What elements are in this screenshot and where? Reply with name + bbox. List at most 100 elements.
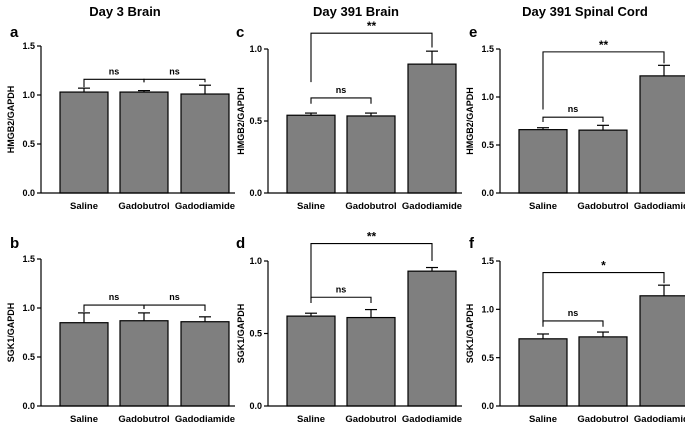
significance-label: ns bbox=[169, 292, 180, 302]
y-axis-label: HMGB2/GAPDH bbox=[465, 87, 475, 155]
y-tick-label: 1.5 bbox=[22, 41, 35, 51]
bar-saline bbox=[59, 91, 109, 194]
category-label: Gadobutrol bbox=[577, 414, 628, 424]
significance-label: ns bbox=[336, 85, 347, 95]
significance-bracket bbox=[143, 304, 206, 311]
y-tick-label: 1.0 bbox=[22, 90, 35, 100]
significance-bracket bbox=[542, 116, 604, 122]
significance-label: ns bbox=[336, 284, 347, 294]
category-label: Gadobutrol bbox=[118, 201, 169, 212]
bar-gadodiamide bbox=[180, 93, 230, 194]
bar-gadodiamide bbox=[180, 321, 230, 407]
y-tick-label: 0.0 bbox=[249, 401, 262, 411]
significance-bracket bbox=[310, 243, 433, 299]
y-axis-label: SGK1/GAPDH bbox=[465, 304, 475, 364]
panel-letter: a bbox=[10, 24, 19, 41]
y-axis-label: SGK1/GAPDH bbox=[6, 303, 16, 363]
bar-gadodiamide bbox=[639, 75, 685, 194]
bar-saline bbox=[518, 129, 568, 194]
category-label: Gadodiamide bbox=[402, 201, 462, 212]
y-axis-label: HMGB2/GAPDH bbox=[236, 87, 246, 155]
y-tick-label: 1.5 bbox=[481, 44, 494, 54]
category-label: Saline bbox=[529, 201, 557, 212]
significance-label: ** bbox=[367, 230, 377, 244]
bar-gadodiamide bbox=[407, 63, 457, 194]
y-axis-label: SGK1/GAPDH bbox=[236, 304, 246, 364]
panel-letter: c bbox=[236, 24, 244, 41]
panel-letter: f bbox=[469, 235, 475, 252]
y-tick-label: 0.5 bbox=[481, 140, 494, 150]
category-label: Saline bbox=[70, 201, 98, 212]
category-label: Gadodiamide bbox=[634, 414, 685, 424]
category-label: Saline bbox=[297, 414, 325, 424]
category-label: Gadodiamide bbox=[634, 201, 685, 212]
y-tick-label: 1.0 bbox=[481, 304, 494, 314]
column-title-day391-brain: Day 391 Brain bbox=[313, 4, 399, 19]
y-tick-label: 1.5 bbox=[22, 254, 35, 264]
column-title-day391-spinal-cord: Day 391 Spinal Cord bbox=[522, 4, 648, 19]
category-label: Gadodiamide bbox=[175, 201, 235, 212]
y-tick-label: 0.0 bbox=[22, 188, 35, 198]
panel-c: c HMGB2/GAPDH 0.0 0.5 1.0 Saline Gadobutrol Gad… bbox=[236, 19, 462, 212]
bar-gadobutrol bbox=[346, 115, 396, 194]
category-label: Gadobutrol bbox=[577, 201, 628, 212]
significance-bracket bbox=[143, 78, 206, 83]
bar-gadobutrol bbox=[119, 320, 169, 407]
significance-bracket bbox=[542, 51, 665, 110]
category-label: Gadobutrol bbox=[345, 414, 396, 424]
significance-label: ** bbox=[367, 19, 377, 33]
significance-bracket bbox=[542, 272, 665, 323]
y-tick-label: 1.0 bbox=[22, 303, 35, 313]
y-axis-label: HMGB2/GAPDH bbox=[6, 86, 16, 154]
y-tick-label: 0.5 bbox=[22, 139, 35, 149]
significance-label: ns bbox=[109, 292, 120, 302]
y-tick-label: 1.5 bbox=[481, 256, 494, 266]
category-label: Gadobutrol bbox=[118, 414, 169, 424]
bar-gadodiamide bbox=[639, 295, 685, 407]
significance-bracket bbox=[542, 320, 604, 327]
panel-d: d SGK1/GAPDH 0.0 0.5 1.0 Saline Gadobutrol Gado… bbox=[236, 230, 462, 424]
category-label: Gadobutrol bbox=[345, 201, 396, 212]
significance-label: * bbox=[601, 259, 606, 273]
significance-bracket bbox=[310, 296, 372, 304]
y-tick-label: 1.0 bbox=[481, 92, 494, 102]
y-tick-label: 0.0 bbox=[481, 401, 494, 411]
y-tick-label: 0.0 bbox=[481, 188, 494, 198]
bar-gadobutrol bbox=[119, 91, 169, 194]
chart-panels: a HMGB2/GAPDH 0.0 0.5 1.0 1.5 Saline Gadobutrol… bbox=[6, 19, 685, 424]
bar-saline bbox=[286, 315, 336, 407]
column-title-day3-brain: Day 3 Brain bbox=[89, 4, 161, 19]
panel-a: a HMGB2/GAPDH 0.0 0.5 1.0 1.5 Saline Gadobutrol… bbox=[6, 24, 235, 212]
y-tick-label: 1.0 bbox=[249, 256, 262, 266]
panel-b: b SGK1/GAPDH 0.0 0.5 1.0 1.5 Saline Gadobutrol G… bbox=[6, 235, 235, 424]
bar-saline bbox=[59, 322, 109, 407]
significance-label: ns bbox=[109, 66, 120, 76]
category-label: Saline bbox=[297, 201, 325, 212]
significance-bracket bbox=[83, 78, 145, 88]
bar-saline bbox=[286, 114, 336, 194]
bar-gadobutrol bbox=[578, 336, 628, 407]
bar-saline bbox=[518, 338, 568, 407]
significance-bracket bbox=[310, 32, 433, 83]
significance-label: ns bbox=[568, 308, 579, 318]
significance-label: ns bbox=[568, 104, 579, 114]
category-label: Saline bbox=[529, 414, 557, 424]
significance-label: ns bbox=[169, 66, 180, 76]
bar-gadobutrol bbox=[346, 316, 396, 407]
category-label: Saline bbox=[70, 414, 98, 424]
category-label: Gadodiamide bbox=[175, 414, 235, 424]
significance-label: ** bbox=[599, 38, 609, 52]
bar-gadodiamide bbox=[407, 270, 457, 407]
bar-gadobutrol bbox=[578, 129, 628, 194]
y-tick-label: 0.5 bbox=[481, 353, 494, 363]
panel-letter: d bbox=[236, 235, 245, 252]
panel-letter: b bbox=[10, 235, 19, 252]
y-tick-label: 0.5 bbox=[249, 329, 262, 339]
y-tick-label: 0.5 bbox=[22, 352, 35, 362]
significance-bracket bbox=[83, 304, 145, 312]
panel-letter: e bbox=[469, 24, 477, 41]
significance-bracket bbox=[310, 97, 372, 104]
y-tick-label: 0.0 bbox=[22, 401, 35, 411]
y-tick-label: 0.5 bbox=[249, 116, 262, 126]
